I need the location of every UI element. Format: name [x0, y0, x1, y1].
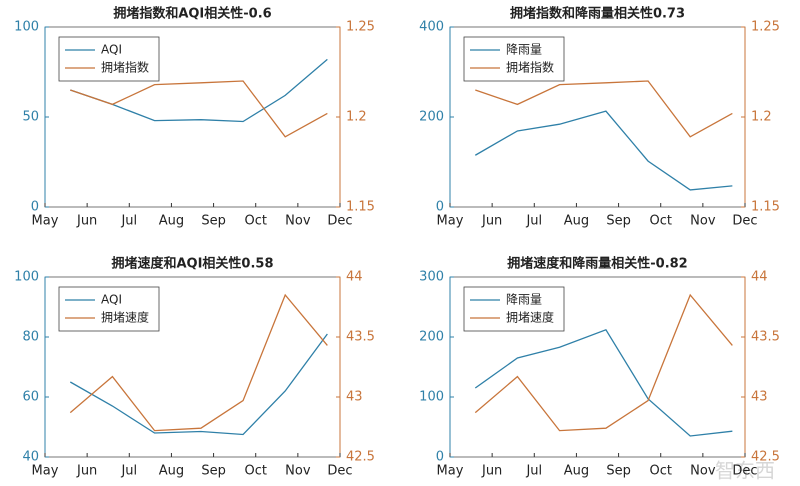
y2-tick-label: 1.2	[346, 110, 367, 125]
legend-label: 拥堵速度	[101, 310, 149, 325]
x-tick-label: Jun	[76, 464, 97, 479]
x-tick-label: Aug	[159, 214, 184, 229]
series-line	[474, 110, 733, 191]
y2-tick-label: 1.15	[751, 200, 780, 215]
x-tick-label: Jun	[76, 214, 97, 229]
legend-label: 拥堵指数	[506, 60, 554, 75]
series-line	[69, 333, 328, 436]
y2-tick-label: 1.25	[751, 20, 780, 35]
x-tick-label: May	[437, 214, 464, 229]
x-tick-label: Sep	[201, 464, 226, 479]
x-tick-label: Jun	[481, 214, 502, 229]
y2-tick-label: 43	[346, 390, 363, 405]
series-line	[70, 80, 328, 138]
legend-box	[58, 36, 160, 82]
y2-tick-label: 42.5	[751, 450, 780, 465]
series-line	[474, 329, 733, 437]
series-line	[69, 293, 328, 432]
x-tick-label: Oct	[649, 214, 671, 229]
x-tick-label: Dec	[732, 464, 757, 479]
x-tick-label: Jul	[120, 464, 137, 479]
x-tick-label: Nov	[285, 464, 311, 479]
y-tick-label: 80	[22, 330, 39, 345]
chart-title: 拥堵指数和降雨量相关性0.73	[510, 6, 685, 22]
x-tick-label: Aug	[564, 214, 589, 229]
y2-tick-label: 1.2	[751, 110, 772, 125]
chart-title: 拥堵指数和AQI相关性-0.6	[113, 6, 271, 22]
legend-box	[463, 286, 565, 332]
x-tick-label: Aug	[564, 464, 589, 479]
y-tick-label: 100	[14, 270, 39, 285]
y2-tick-label: 1.15	[346, 200, 375, 215]
x-tick-label: May	[32, 464, 59, 479]
x-tick-label: Jul	[525, 464, 542, 479]
x-tick-label: Dec	[732, 214, 757, 229]
y2-tick-label: 1.25	[346, 20, 375, 35]
y-tick-label: 0	[436, 200, 444, 215]
chart-title: 拥堵速度和AQI相关性0.58	[111, 256, 273, 272]
legend-label: AQI	[101, 293, 122, 307]
x-tick-label: Jul	[120, 214, 137, 229]
watermark: 智东西	[715, 459, 775, 483]
y-tick-label: 200	[419, 110, 444, 125]
x-tick-label: Aug	[159, 464, 184, 479]
y2-tick-label: 44	[346, 270, 363, 285]
x-tick-label: Nov	[285, 214, 311, 229]
x-tick-label: Oct	[244, 464, 266, 479]
legend-box	[58, 286, 160, 332]
x-tick-label: Nov	[690, 464, 716, 479]
y-tick-label: 100	[419, 390, 444, 405]
legend-label: 拥堵指数	[101, 60, 149, 75]
legend-label: 降雨量	[506, 293, 542, 307]
x-tick-label: Oct	[649, 464, 671, 479]
x-tick-label: Sep	[606, 464, 631, 479]
legend-box	[463, 36, 565, 82]
chart-title: 拥堵速度和降雨量相关性-0.82	[507, 256, 687, 272]
y-tick-label: 60	[22, 390, 39, 405]
y2-tick-label: 43.5	[751, 330, 780, 345]
x-tick-label: Sep	[606, 214, 631, 229]
y2-tick-label: 43	[751, 390, 768, 405]
y-tick-label: 400	[419, 20, 444, 35]
y-tick-label: 0	[436, 450, 444, 465]
x-tick-label: Dec	[327, 464, 352, 479]
series-line	[474, 293, 733, 432]
legend-label: AQI	[101, 43, 122, 57]
y2-tick-label: 43.5	[346, 330, 375, 345]
y-tick-label: 100	[14, 20, 39, 35]
legend-label: 降雨量	[506, 43, 542, 57]
y-tick-label: 300	[419, 270, 444, 285]
x-tick-label: Sep	[201, 214, 226, 229]
x-tick-label: Jul	[525, 214, 542, 229]
x-tick-label: May	[32, 214, 59, 229]
y2-tick-label: 42.5	[346, 450, 375, 465]
x-tick-label: Oct	[244, 214, 266, 229]
legend-label: 拥堵速度	[506, 310, 554, 325]
x-tick-label: Jun	[481, 464, 502, 479]
x-tick-label: Dec	[327, 214, 352, 229]
y2-tick-label: 44	[751, 270, 768, 285]
x-tick-label: May	[437, 464, 464, 479]
x-tick-label: Nov	[690, 214, 716, 229]
y-tick-label: 200	[419, 330, 444, 345]
y-tick-label: 40	[22, 450, 39, 465]
series-line	[475, 80, 733, 138]
y-tick-label: 0	[31, 200, 39, 215]
y-tick-label: 50	[22, 110, 39, 125]
